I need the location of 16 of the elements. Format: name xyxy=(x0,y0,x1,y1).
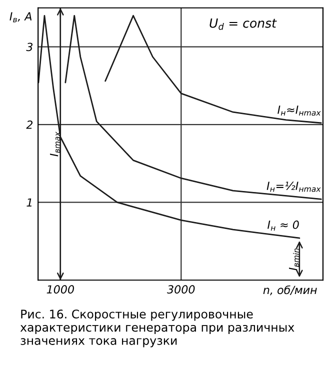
series-label: I$_{н}$ ≈ 0 xyxy=(268,220,299,231)
x-axis-title: n, об/мин xyxy=(263,285,317,296)
line-series xyxy=(104,14,322,124)
series-label: I$_{н}$≈I$_{нmax}$ xyxy=(278,106,321,116)
annotation: I$_{вmin}$ xyxy=(289,248,299,270)
y-tick-label: 2 xyxy=(26,120,33,129)
y-tick-label: 3 xyxy=(26,42,32,52)
annotation: U$_{d}$ = const xyxy=(210,18,277,30)
x-tick-label: 3000 xyxy=(167,285,195,294)
y-axis-title: I$_{в}$, A xyxy=(10,12,32,22)
text: Рис. 16. Скоростные регулировочные характеристики генератора при различных значениях тока нагрузки xyxy=(20,310,294,348)
line-series xyxy=(64,14,322,200)
ref-line-label: I$_{вmax}$ xyxy=(50,132,60,156)
y-tick-label: 1 xyxy=(26,198,32,207)
x-tick-label: 1000 xyxy=(46,285,74,294)
series-label: I$_{н}$=½I$_{нmax}$ xyxy=(266,182,321,192)
